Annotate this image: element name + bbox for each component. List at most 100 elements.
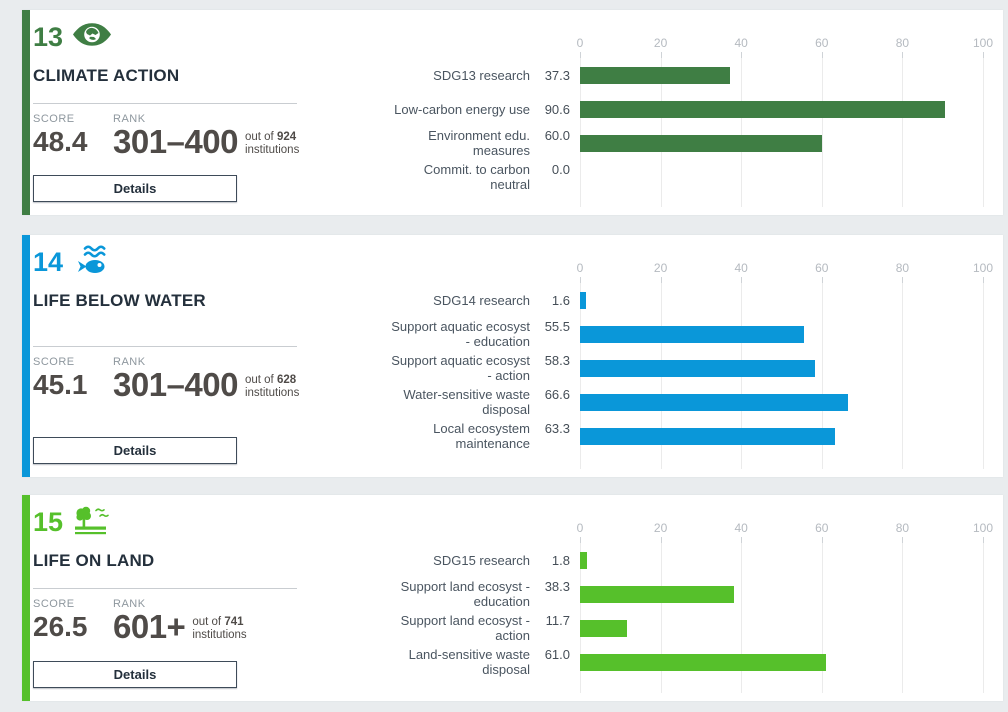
chart-row: Support land ecosyst - action 11.7: [370, 611, 983, 645]
card-accent-strip: [22, 495, 30, 701]
gridline: [902, 58, 904, 207]
bar-track: [580, 585, 983, 603]
gridline: [821, 543, 823, 693]
bar-label: Low-carbon energy use: [394, 101, 530, 117]
score-block: SCORE 26.5: [33, 598, 113, 644]
gridline: [821, 283, 823, 469]
sdg13-climate-eye-icon: [72, 23, 112, 51]
gridline: [741, 543, 743, 693]
axis-tick-mark: [660, 277, 662, 283]
divider: [33, 102, 297, 104]
axis: 0 20 40 60 80 100: [576, 521, 993, 543]
bar-value: 58.3: [544, 353, 570, 368]
bar-track: [580, 427, 983, 445]
details-button[interactable]: Details: [33, 175, 237, 202]
row-text: Local ecosystem maintenance 63.3: [370, 421, 570, 451]
axis-tick-label: 40: [734, 261, 748, 275]
axis-tick-label: 80: [895, 521, 910, 535]
axis-tick-label: 60: [815, 261, 829, 275]
bar-value: 90.6: [544, 101, 570, 117]
rank-value: 301–400: [113, 122, 238, 160]
bar-value: 66.6: [544, 387, 570, 402]
bar-track: [580, 653, 983, 671]
bar-track: [580, 291, 983, 309]
score-rank-row: SCORE 26.5 RANK 601+ out of 741 instituti…: [33, 598, 370, 644]
bar: [580, 134, 822, 152]
axis-tick-mark: [660, 537, 662, 543]
grid-overlay: [580, 58, 984, 207]
goal-header: 14: [33, 245, 370, 279]
gridline: [741, 58, 743, 207]
gridline: [580, 58, 581, 207]
row-text: Water-sensitive waste disposal 66.6: [370, 387, 570, 417]
row-text: Land-sensitive waste disposal 61.0: [370, 647, 570, 677]
sdg15-bar-chart: 0 20 40 60 80 100 SDG15 research 1.8 Support la…: [370, 521, 993, 693]
row-text: Environment edu. measures 60.0: [370, 128, 570, 158]
axis-tick-label: 20: [653, 521, 668, 535]
chart-row: SDG14 research 1.6: [370, 283, 983, 317]
details-button[interactable]: Details: [33, 437, 237, 464]
institution-count: 924: [276, 130, 297, 143]
sdg13-card: 13 CLIMATE ACTION SCORE 48.4 RANK 301–40…: [22, 10, 1003, 215]
score-block: SCORE 45.1: [33, 356, 113, 402]
bar-value: 55.5: [544, 319, 570, 334]
row-text: SDG13 research 37.3: [370, 68, 570, 83]
bar-label: Water-sensitive waste disposal: [403, 387, 530, 417]
chart-row: SDG13 research 37.3: [370, 58, 983, 92]
bar-label: SDG13 research: [433, 67, 530, 83]
axis-tick-mark: [660, 52, 662, 58]
divider: [33, 588, 297, 589]
card-accent-strip: [22, 235, 30, 477]
card-info-panel: 14 LIFE BELOW WATER SCORE 45.1 RANK: [30, 235, 370, 477]
bar-label: Land-sensitive waste disposal: [408, 647, 530, 677]
axis-tick-mark: [580, 52, 581, 58]
grid-overlay: [580, 543, 984, 693]
score-label: SCORE: [33, 598, 75, 610]
goal-number: 13: [33, 22, 64, 52]
score-value: 26.5: [33, 611, 88, 642]
goal-number: 15: [33, 507, 64, 537]
bar-track: [580, 393, 983, 411]
chart-row: SDG15 research 1.8: [370, 543, 983, 577]
rank-value: 601+: [113, 608, 186, 645]
gridline: [983, 543, 984, 693]
card-title: LIFE ON LAND: [33, 551, 155, 570]
rank-block: RANK 301–400 out of 924 institutions: [113, 113, 299, 159]
bar: [580, 66, 731, 84]
rows: SDG14 research 1.6 Support aquatic ecosyst…: [370, 283, 983, 453]
axis-tick-mark: [580, 277, 581, 283]
card-info-panel: 15 LIFE ON LAND SCORE 26.5: [30, 495, 370, 701]
row-text: SDG15 research 1.8: [370, 553, 570, 568]
row-text: Commit. to carbon neutral 0.0: [370, 162, 570, 192]
bar-value: 37.3: [544, 67, 570, 83]
bar-value: 0.0: [551, 162, 570, 177]
bar: [580, 100, 946, 118]
bar-track: [580, 169, 983, 186]
bar-value: 38.3: [544, 579, 570, 594]
axis-tick-label: 20: [653, 261, 668, 275]
axis-tick-label: 100: [972, 36, 994, 50]
bar-label: SDG15 research: [433, 552, 530, 568]
chart-row: Support land ecosyst - education 38.3: [370, 577, 983, 611]
rank-block: RANK 301–400 out of 628 institutions: [113, 356, 299, 402]
bar-label: Commit. to carbon neutral: [423, 162, 530, 192]
goal-header: 13: [33, 20, 370, 54]
bar-value: 1.6: [551, 292, 570, 308]
bar-value: 1.8: [551, 552, 570, 568]
bar-value: 61.0: [544, 647, 570, 662]
score-value: 45.1: [33, 369, 88, 400]
axis: 0 20 40 60 80 100: [577, 261, 993, 283]
chart-row: Water-sensitive waste disposal 66.6: [370, 385, 983, 419]
bar-label: Support aquatic ecosyst - action: [391, 353, 530, 383]
goal-number: 14: [33, 247, 64, 277]
bar-label: Support aquatic ecosyst - education: [391, 319, 530, 349]
bar-track: [580, 100, 983, 118]
gridline: [983, 58, 984, 207]
axis-tick-label: 40: [734, 36, 748, 50]
axis-tick-mark: [983, 277, 984, 283]
axis-tick-label: 40: [734, 521, 748, 535]
axis-tick-label: 0: [576, 521, 584, 535]
axis-tick-label: 100: [972, 261, 994, 275]
details-button[interactable]: Details: [33, 661, 237, 688]
gridline: [902, 283, 904, 469]
